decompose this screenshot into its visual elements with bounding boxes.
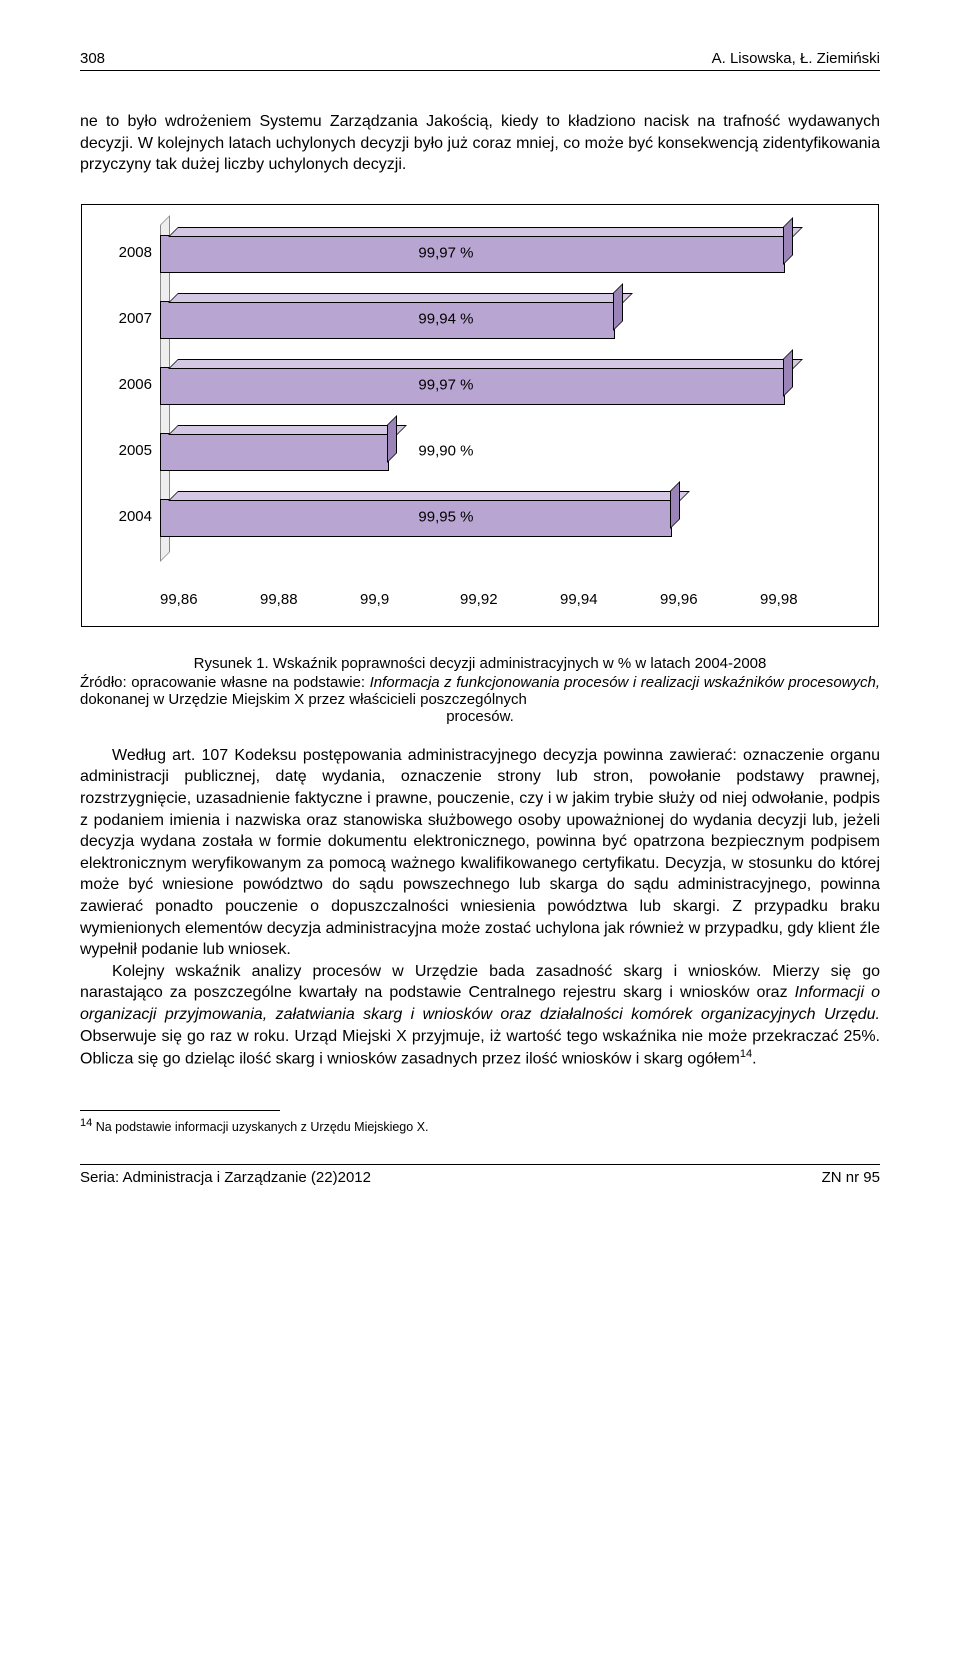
- caption-title: Rysunek 1. Wskaźnik poprawności decyzji …: [80, 655, 880, 672]
- body-paragraph-1: Według art. 107 Kodeksu postępowania adm…: [80, 745, 880, 961]
- footer-rule: [80, 1164, 880, 1165]
- chart-bar-row: 2005 99,90 %: [100, 423, 860, 479]
- running-header: 308 A. Lisowska, Ł. Ziemiński: [80, 50, 880, 67]
- chart-bar-value-label: 99,94 %: [418, 310, 473, 327]
- chart-bar-row: 2007 99,94 %: [100, 291, 860, 347]
- body-paragraph-2: Kolejny wskaźnik analizy procesów w Urzę…: [80, 961, 880, 1070]
- chart-bar-face: [160, 499, 672, 537]
- header-authors: A. Lisowska, Ł. Ziemiński: [712, 50, 880, 67]
- chart-bar-track: 99,94 %: [160, 291, 860, 347]
- chart-bar-side: [783, 349, 793, 397]
- chart-bar-top: [168, 293, 633, 303]
- chart-bar-top: [168, 227, 803, 237]
- chart-bar: [160, 499, 670, 535]
- chart-bar-track: 99,97 %: [160, 357, 860, 413]
- chart-bar-row: 2006 99,97 %: [100, 357, 860, 413]
- chart-bar-side: [387, 415, 397, 463]
- chart-bar: [160, 433, 387, 469]
- chart-bar-face: [160, 301, 615, 339]
- footnote-number: 14: [80, 1117, 92, 1129]
- page-number: 308: [80, 50, 105, 67]
- chart-y-label: 2008: [100, 244, 160, 261]
- footnote-ref: 14: [740, 1048, 752, 1060]
- page-container: 308 A. Lisowska, Ł. Ziemiński ne to było…: [0, 0, 960, 1216]
- chart-x-tick: 99,94: [560, 591, 660, 608]
- chart-plot-area: 2008 99,97 % 2007 99,94 % 2006 99,97 % 2005 99,…: [100, 225, 860, 585]
- body2-period: .: [752, 1050, 756, 1067]
- header-rule: [80, 70, 880, 71]
- footnote-rule: [80, 1110, 280, 1111]
- caption-source-suffix: dokonanej w Urzędzie Miejskim X przez wł…: [80, 691, 527, 708]
- footer-left: Seria: Administracja i Zarządzanie (22)2…: [80, 1169, 371, 1186]
- chart-bar-row: 2008 99,97 %: [100, 225, 860, 281]
- chart-y-label: 2005: [100, 442, 160, 459]
- caption-source-last: procesów.: [80, 708, 880, 725]
- chart-bar-row: 2004 99,95 %: [100, 489, 860, 545]
- chart-bar-value-label: 99,97 %: [418, 376, 473, 393]
- footer-right: ZN nr 95: [822, 1169, 880, 1186]
- chart-x-tick: 99,88: [260, 591, 360, 608]
- body2-suffix: Obserwuje się go raz w roku. Urząd Miejs…: [80, 1028, 880, 1068]
- chart-bar-track: 99,95 %: [160, 489, 860, 545]
- chart-bar-track: 99,90 %: [160, 423, 860, 479]
- chart-bar-side: [613, 283, 623, 331]
- chart-x-axis: 99,8699,8899,999,9299,9499,9699,98: [160, 591, 860, 608]
- chart-x-tick: 99,9: [360, 591, 460, 608]
- chart-y-label: 2004: [100, 508, 160, 525]
- caption-source-prefix: Źródło: opracowanie własne na podstawie:: [80, 674, 370, 691]
- chart-bar-face: [160, 433, 389, 471]
- figure-caption: Rysunek 1. Wskaźnik poprawności decyzji …: [80, 655, 880, 725]
- chart-bar-top: [168, 359, 803, 369]
- intro-paragraph: ne to było wdrożeniem Systemu Zarządzani…: [80, 111, 880, 176]
- caption-source-italic: Informacja z funkcjonowania procesów i r…: [370, 674, 880, 691]
- chart-bar: [160, 301, 613, 337]
- chart-bar-value-label: 99,90 %: [418, 442, 473, 459]
- chart-x-tick: 99,92: [460, 591, 560, 608]
- footnote-text: Na podstawie informacji uzyskanych z Urz…: [92, 1120, 428, 1134]
- chart-bar-top: [168, 425, 407, 435]
- chart-x-tick: 99,96: [660, 591, 760, 608]
- chart-bar-side: [670, 481, 680, 529]
- chart-bar-track: 99,97 %: [160, 225, 860, 281]
- body2-prefix: Kolejny wskaźnik analizy procesów w Urzę…: [80, 963, 880, 1002]
- caption-source: Źródło: opracowanie własne na podstawie:…: [80, 674, 880, 708]
- chart-bar-side: [783, 217, 793, 265]
- chart-container: 2008 99,97 % 2007 99,94 % 2006 99,97 % 2005 99,…: [81, 204, 879, 627]
- chart-bar-top: [168, 491, 690, 501]
- chart-bar-value-label: 99,97 %: [418, 244, 473, 261]
- chart-x-tick: 99,98: [760, 591, 860, 608]
- footnote: 14 Na podstawie informacji uzyskanych z …: [80, 1117, 880, 1134]
- running-footer: Seria: Administracja i Zarządzanie (22)2…: [80, 1169, 880, 1186]
- chart-x-tick: 99,86: [160, 591, 260, 608]
- chart-bar-value-label: 99,95 %: [418, 508, 473, 525]
- chart-y-label: 2006: [100, 376, 160, 393]
- chart-y-label: 2007: [100, 310, 160, 327]
